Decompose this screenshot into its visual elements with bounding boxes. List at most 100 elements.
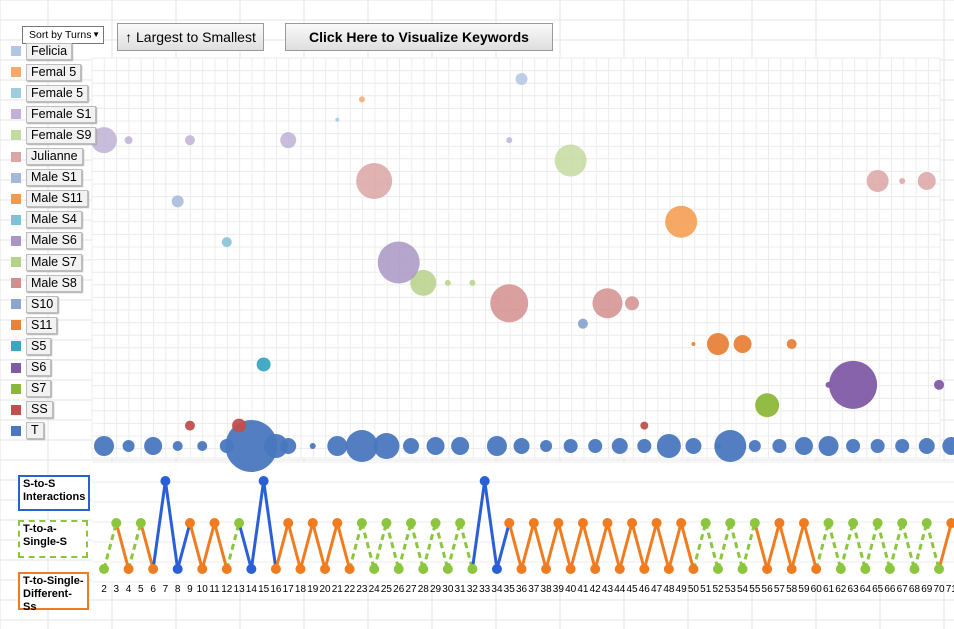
bubble-point xyxy=(345,430,378,462)
interaction-point xyxy=(700,518,711,528)
legend-label: Femal 5 xyxy=(26,63,82,81)
legend-item: Male S8 xyxy=(11,274,82,292)
legend-label: S5 xyxy=(26,337,52,355)
interaction-segment xyxy=(827,522,843,570)
bubble-point xyxy=(818,436,839,456)
interaction-point xyxy=(111,518,122,528)
interaction-point xyxy=(811,564,822,574)
interaction-point xyxy=(934,564,945,574)
legend-label: Julianne xyxy=(26,148,83,165)
x-tick-label: 11 xyxy=(209,584,220,595)
bubble-point xyxy=(786,339,797,350)
bubble-point xyxy=(563,439,578,453)
x-tick-label: 4 xyxy=(126,584,132,595)
x-tick-label: 31 xyxy=(455,584,467,595)
legend-swatch xyxy=(11,299,21,310)
x-tick-label: 50 xyxy=(688,584,700,595)
interaction-segment xyxy=(863,522,880,570)
plot-area xyxy=(91,57,941,459)
bubble-point xyxy=(707,333,729,356)
legend-item: Felicia xyxy=(11,42,73,60)
x-tick-label: 3 xyxy=(113,584,119,595)
bubble-point xyxy=(171,195,184,208)
interaction-point xyxy=(602,518,613,528)
x-tick-label: 38 xyxy=(541,584,553,595)
bubble-point xyxy=(403,438,419,454)
interaction-segment xyxy=(581,522,597,570)
sort-largest-to-smallest-button[interactable]: ↑ Largest to Smallest xyxy=(117,23,264,51)
interaction-segment xyxy=(102,522,118,570)
interaction-point xyxy=(614,564,625,574)
bubble-point xyxy=(280,438,297,454)
visualize-keywords-button[interactable]: Click Here to Visualize Keywords xyxy=(285,23,553,51)
x-tick-label: 21 xyxy=(332,584,344,595)
x-tick-label: 10 xyxy=(197,584,209,595)
interaction-segment xyxy=(139,522,155,570)
interaction-point xyxy=(639,564,650,574)
chevron-down-icon: ▼ xyxy=(92,30,100,39)
legend-item: S11 xyxy=(11,316,58,334)
x-tick-label: 43 xyxy=(602,584,614,595)
interaction-segment xyxy=(114,522,131,570)
legend-swatch xyxy=(11,235,21,246)
bubble-point xyxy=(232,418,247,433)
interaction-segment xyxy=(372,522,388,570)
interaction-point xyxy=(872,518,883,528)
bubble-point xyxy=(942,437,954,455)
interaction-point xyxy=(491,564,502,574)
x-tick-label: 34 xyxy=(491,584,503,595)
interaction-segment xyxy=(188,522,204,570)
bubble-point xyxy=(870,439,885,453)
interaction-point xyxy=(197,564,208,574)
bubble-point xyxy=(588,439,603,453)
bubble-point xyxy=(490,284,529,323)
bubble-point xyxy=(625,296,640,311)
interaction-segment xyxy=(888,522,904,570)
x-tick-label: 27 xyxy=(405,584,417,595)
x-tick-label: 8 xyxy=(175,584,181,595)
interaction-segment xyxy=(409,522,425,570)
bubble-point xyxy=(513,438,530,454)
bubble-point xyxy=(486,436,507,456)
interaction-segment xyxy=(495,522,511,570)
x-tick-label: 12 xyxy=(221,584,233,595)
interaction-segment xyxy=(151,480,167,570)
bubble-point xyxy=(124,136,133,145)
interaction-point xyxy=(688,564,699,574)
legend-item: Femal 5 xyxy=(11,63,82,81)
bubble-point xyxy=(515,73,528,85)
x-tick-label: 42 xyxy=(590,584,602,595)
legend-label: Male S6 xyxy=(26,232,82,250)
interaction-point xyxy=(307,518,318,528)
bubble-point xyxy=(225,420,278,472)
x-tick-label: 33 xyxy=(479,584,491,595)
bubble-point xyxy=(733,335,752,354)
legend-swatch xyxy=(11,341,21,352)
interaction-point xyxy=(884,564,895,574)
bubble-point xyxy=(221,237,232,248)
sort-dropdown[interactable]: Sort by Turns ▼ xyxy=(22,26,104,44)
x-tick-label: 23 xyxy=(356,584,368,595)
interaction-point xyxy=(234,518,245,528)
bubble-point xyxy=(184,420,195,431)
interaction-point xyxy=(430,518,441,528)
interaction-point xyxy=(246,564,257,574)
x-tick-label: 53 xyxy=(725,584,737,595)
interaction-point xyxy=(320,564,331,574)
interaction-point xyxy=(209,518,220,528)
interaction-point xyxy=(160,476,171,486)
x-tick-label: 45 xyxy=(626,584,638,595)
legend-item: Male S4 xyxy=(11,211,82,229)
legend-item: Male S6 xyxy=(11,232,82,250)
x-tick-label: 9 xyxy=(187,584,193,595)
x-tick-label: 14 xyxy=(246,584,258,595)
x-tick-label: 51 xyxy=(700,584,712,595)
bubble-point xyxy=(846,439,861,453)
interaction-point xyxy=(651,518,662,528)
bubble-point xyxy=(772,439,787,453)
x-tick-label: 55 xyxy=(749,584,761,595)
legend-swatch xyxy=(11,151,21,162)
legend-item: S10 xyxy=(11,295,59,313)
interaction-segment xyxy=(728,522,745,570)
